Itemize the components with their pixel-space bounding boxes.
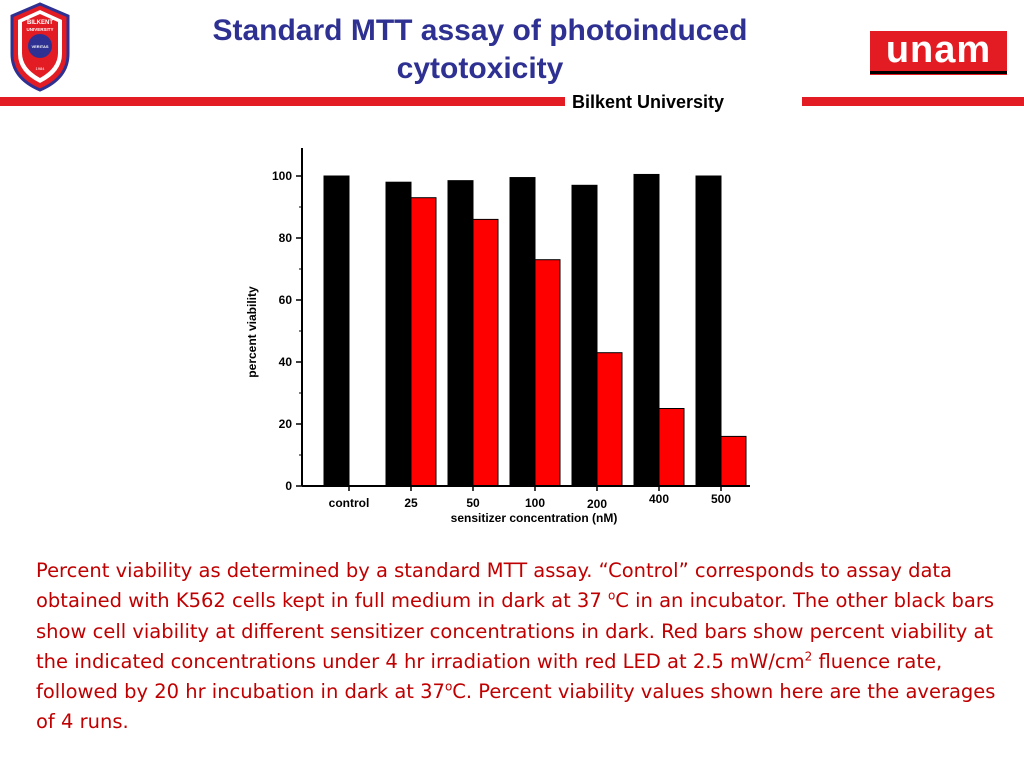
header-rule-left: [0, 97, 565, 106]
y-axis-title: percent viability: [245, 286, 259, 378]
unam-logo: unam: [870, 31, 1007, 75]
x-tick-label-400: 400: [649, 492, 669, 506]
viability-bar-chart: 0 20 40 60 80 100 control 25 50 100 200 400 500 sensi…: [245, 148, 750, 525]
bar-50-series-1: [447, 180, 474, 487]
x-tick-label-control: control: [329, 496, 370, 510]
bar-25-series-2: [410, 197, 437, 487]
bar-200-series-2: [596, 352, 623, 487]
bar-100-series-1: [509, 177, 536, 487]
logo-text-line1: BILKENT: [27, 20, 53, 26]
bar-100-series-2: [534, 259, 561, 487]
page-title: Standard MTT assay of photoinduced cytot…: [212, 14, 748, 85]
caption-part-2: C in an incubator. The other black bars …: [36, 589, 995, 673]
caption-superscript-degree-1: o: [607, 588, 616, 603]
y-tick-label-60: 60: [279, 293, 293, 307]
x-tick-label-50: 50: [466, 496, 480, 510]
bar-control-series-1: [323, 175, 350, 487]
x-tick-label-25: 25: [404, 496, 418, 510]
bar-200-series-1: [571, 184, 598, 487]
caption-part-3: fluence rate, followed by 20 hr incubati…: [36, 649, 943, 704]
caption-part-4: C. Percent viability values shown here a…: [36, 680, 996, 734]
bilkent-university-logo: BILKENT UNIVERSITY VERITAS 1984: [10, 2, 70, 92]
bar-50-series-2: [472, 218, 499, 487]
logo-text-year: 1984: [36, 66, 46, 71]
caption-part-1: Percent viability as determined by a sta…: [36, 559, 952, 613]
x-tick-label-100: 100: [525, 496, 545, 510]
y-tick-label-80: 80: [279, 231, 293, 245]
affiliation-label: Bilkent University: [572, 92, 725, 112]
caption-superscript-squared: 2: [804, 649, 813, 664]
bar-500-series-1: [695, 175, 722, 487]
y-tick-label-20: 20: [279, 417, 293, 431]
x-tick-label-500: 500: [711, 492, 731, 506]
bar-500-series-2: [720, 435, 747, 487]
unam-logo-underline: [870, 71, 1007, 74]
bar-400-series-2: [658, 408, 685, 487]
y-tick-label-100: 100: [272, 169, 292, 183]
y-tick-label-40: 40: [279, 355, 293, 369]
bar-25-series-1: [385, 181, 412, 487]
caption-superscript-degree-2: o: [444, 679, 453, 694]
y-tick-label-0: 0: [285, 479, 292, 493]
x-axis-title: sensitizer concentration (nM): [451, 511, 618, 525]
x-tick-label-200: 200: [587, 497, 607, 511]
bar-400-series-1: [633, 173, 660, 487]
logo-text-line2: UNIVERSITY: [26, 27, 53, 32]
logo-text-motto: VERITAS: [31, 44, 48, 49]
figure-caption: Percent viability as determined by a sta…: [36, 556, 1011, 738]
header-rule-right: [802, 97, 1024, 106]
unam-logo-text: unam: [885, 31, 992, 71]
